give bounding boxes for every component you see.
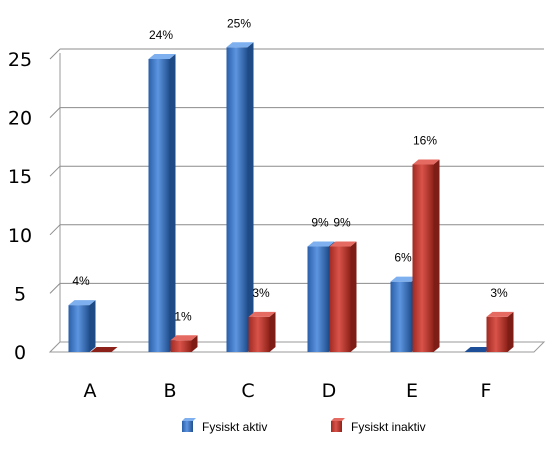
bar-flat <box>90 347 118 352</box>
gridline-diagonal <box>49 107 61 118</box>
gridline-diagonal <box>49 48 61 60</box>
legend-swatch <box>182 421 193 432</box>
bar <box>329 241 357 352</box>
bar-side <box>89 300 96 352</box>
bar-top <box>307 241 335 247</box>
legend: Fysiskt aktiv Fysiskt inaktiv <box>182 418 426 434</box>
gridline-diagonal <box>49 283 61 294</box>
bar <box>170 335 198 352</box>
bar-front <box>412 164 434 352</box>
bar-top <box>226 42 254 48</box>
data-label: 9% <box>333 216 351 230</box>
bar-top <box>148 54 176 59</box>
bar <box>226 42 254 352</box>
bar-front <box>226 47 248 352</box>
x-axis: A B C D E F <box>84 380 492 402</box>
bar-front <box>390 281 412 352</box>
legend-label: Fysiskt aktiv <box>202 420 267 434</box>
gridline-diagonal <box>49 224 61 236</box>
bar-top <box>170 335 198 341</box>
x-tick-label: B <box>163 380 176 402</box>
bar <box>412 159 440 352</box>
x-tick-label: F <box>481 380 492 402</box>
bar-front <box>68 305 90 352</box>
bar <box>68 300 96 352</box>
bar-top <box>390 276 418 282</box>
legend-swatch-top <box>182 418 196 421</box>
bar-top <box>412 159 440 165</box>
bar-side <box>350 241 357 352</box>
y-tick-label: 5 <box>14 283 26 305</box>
legend-item: Fysiskt aktiv <box>182 418 267 434</box>
y-tick-label: 0 <box>14 342 26 364</box>
bar-top <box>329 241 357 247</box>
data-label: 4% <box>72 274 90 288</box>
bar-front <box>486 316 508 352</box>
bar-top <box>248 311 276 317</box>
legend-label: Fysiskt inaktiv <box>351 420 426 434</box>
y-tick-label: 20 <box>8 108 32 130</box>
legend-swatch <box>331 421 342 432</box>
bar-front <box>307 246 329 352</box>
y-tick-label: 10 <box>8 225 32 247</box>
bar <box>486 311 514 352</box>
data-label: 16% <box>413 133 437 147</box>
bar <box>248 311 276 352</box>
plot-area <box>48 53 546 353</box>
data-label: 25% <box>227 16 251 30</box>
y-tick-label: 15 <box>8 166 32 188</box>
x-tick-label: E <box>406 380 418 402</box>
y-tick-label: 25 <box>8 49 32 71</box>
x-tick-label: C <box>241 380 254 402</box>
x-tick-label: A <box>84 380 97 402</box>
y-axis: 0 5 10 15 20 25 <box>8 49 32 364</box>
bar-side <box>507 311 514 352</box>
data-label: 24% <box>149 28 173 42</box>
bar-front <box>329 246 351 352</box>
bar <box>464 347 492 352</box>
bar-front <box>170 340 192 352</box>
bar-top <box>68 300 96 306</box>
data-label: 3% <box>252 286 270 300</box>
data-label: 6% <box>394 251 412 265</box>
bar-top <box>486 311 514 317</box>
data-label: 1% <box>174 309 192 323</box>
bar-side <box>433 159 440 352</box>
bar-side <box>247 42 254 352</box>
bar-side <box>169 54 176 352</box>
data-labels: 4% 24% 25% 9% 6% 1% 3% 9% 16% 3% <box>72 16 508 323</box>
bar-flat <box>464 347 492 352</box>
bars-group <box>68 42 514 352</box>
data-label: 3% <box>490 286 508 300</box>
bar-front <box>248 316 270 352</box>
gridline-diagonal <box>49 165 61 177</box>
bar-side <box>191 335 198 352</box>
bar-side <box>269 311 276 352</box>
bar <box>148 54 176 352</box>
x-tick-label: D <box>322 380 337 402</box>
bar-front <box>148 59 170 352</box>
gridlines <box>49 48 544 294</box>
legend-item: Fysiskt inaktiv <box>331 418 426 434</box>
legend-swatch-top <box>331 418 345 421</box>
data-label: 9% <box>311 216 329 230</box>
bar <box>90 347 118 352</box>
